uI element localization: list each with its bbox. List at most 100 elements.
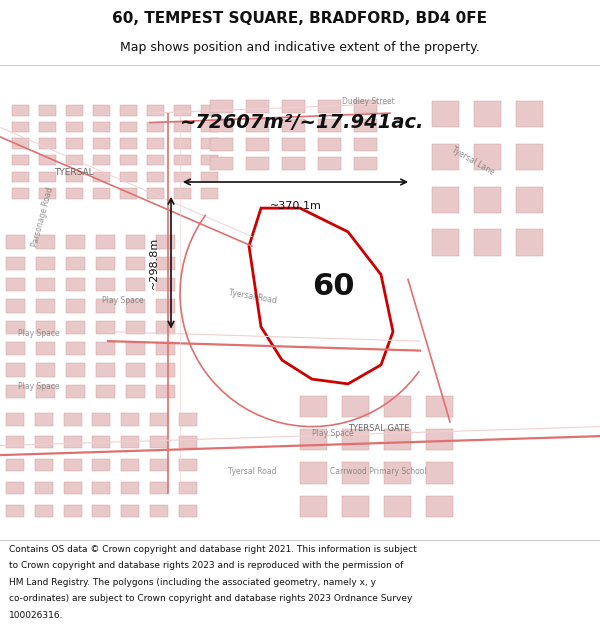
Bar	[179, 482, 197, 494]
Bar	[35, 482, 53, 494]
Bar	[432, 229, 459, 256]
Bar	[156, 321, 175, 334]
Bar	[342, 496, 369, 517]
Bar	[282, 100, 305, 113]
Bar	[96, 278, 115, 291]
Bar	[156, 299, 175, 312]
Text: Play Space: Play Space	[18, 382, 59, 391]
Bar	[6, 257, 25, 270]
Bar	[6, 299, 25, 312]
Bar	[66, 105, 83, 116]
Bar	[179, 436, 197, 449]
Bar	[66, 257, 85, 270]
Text: Contains OS data © Crown copyright and database right 2021. This information is : Contains OS data © Crown copyright and d…	[9, 545, 417, 554]
Bar	[96, 257, 115, 270]
Bar	[126, 235, 145, 249]
Bar	[126, 299, 145, 312]
Bar	[354, 119, 377, 132]
Bar	[246, 138, 269, 151]
Bar	[354, 138, 377, 151]
Bar	[92, 436, 110, 449]
Bar	[354, 100, 377, 113]
Bar	[96, 321, 115, 334]
Bar	[121, 482, 139, 494]
Bar	[66, 278, 85, 291]
Bar	[147, 138, 164, 149]
Bar	[66, 188, 83, 199]
Bar	[35, 413, 53, 426]
Bar	[179, 504, 197, 517]
Bar	[156, 342, 175, 356]
Bar	[426, 396, 453, 417]
Bar	[66, 122, 83, 132]
Bar	[36, 385, 55, 398]
Text: Play Space: Play Space	[18, 329, 59, 338]
Bar	[474, 187, 501, 213]
Bar	[147, 105, 164, 116]
Text: ~298.8m: ~298.8m	[149, 237, 159, 289]
Bar	[318, 119, 341, 132]
Bar	[6, 321, 25, 334]
Bar	[36, 257, 55, 270]
Bar	[384, 429, 411, 451]
Bar	[66, 299, 85, 312]
Bar	[126, 321, 145, 334]
Bar	[93, 171, 110, 182]
Bar	[150, 459, 168, 471]
Bar	[342, 396, 369, 417]
Bar	[282, 138, 305, 151]
Bar	[174, 122, 191, 132]
Bar	[39, 171, 56, 182]
Text: Dudley Street: Dudley Street	[342, 97, 395, 106]
Bar	[120, 122, 137, 132]
Bar	[92, 413, 110, 426]
Bar	[12, 155, 29, 166]
Bar	[150, 413, 168, 426]
Text: 60, TEMPEST SQUARE, BRADFORD, BD4 0FE: 60, TEMPEST SQUARE, BRADFORD, BD4 0FE	[113, 11, 487, 26]
Bar	[426, 429, 453, 451]
Bar	[342, 462, 369, 484]
Bar	[126, 278, 145, 291]
Bar	[96, 364, 115, 377]
Bar	[201, 138, 218, 149]
Bar	[174, 171, 191, 182]
Bar	[12, 188, 29, 199]
Bar	[35, 459, 53, 471]
Bar	[96, 235, 115, 249]
Bar	[92, 482, 110, 494]
Bar	[156, 278, 175, 291]
Bar	[300, 396, 327, 417]
Bar	[201, 105, 218, 116]
Text: Tyersal Road: Tyersal Road	[228, 467, 277, 476]
Bar	[354, 157, 377, 170]
Bar	[92, 504, 110, 517]
Bar	[66, 138, 83, 149]
Text: to Crown copyright and database rights 2023 and is reproduced with the permissio: to Crown copyright and database rights 2…	[9, 561, 403, 570]
Text: 100026316.: 100026316.	[9, 611, 64, 619]
Bar	[179, 413, 197, 426]
Bar	[174, 155, 191, 166]
Bar	[120, 105, 137, 116]
Bar	[96, 342, 115, 356]
Bar	[93, 138, 110, 149]
Bar	[39, 122, 56, 132]
Bar	[210, 157, 233, 170]
Bar	[6, 278, 25, 291]
Bar	[6, 235, 25, 249]
Bar	[150, 436, 168, 449]
Bar	[282, 157, 305, 170]
Text: Map shows position and indicative extent of the property.: Map shows position and indicative extent…	[120, 41, 480, 54]
Bar	[36, 342, 55, 356]
Bar	[342, 429, 369, 451]
Bar	[432, 187, 459, 213]
Bar	[39, 155, 56, 166]
Bar	[6, 342, 25, 356]
Bar	[36, 299, 55, 312]
Text: 60: 60	[312, 272, 354, 301]
Bar	[384, 396, 411, 417]
Bar	[516, 101, 543, 127]
Bar	[120, 138, 137, 149]
Bar	[318, 138, 341, 151]
Text: Play Space: Play Space	[102, 296, 143, 305]
Bar	[126, 257, 145, 270]
